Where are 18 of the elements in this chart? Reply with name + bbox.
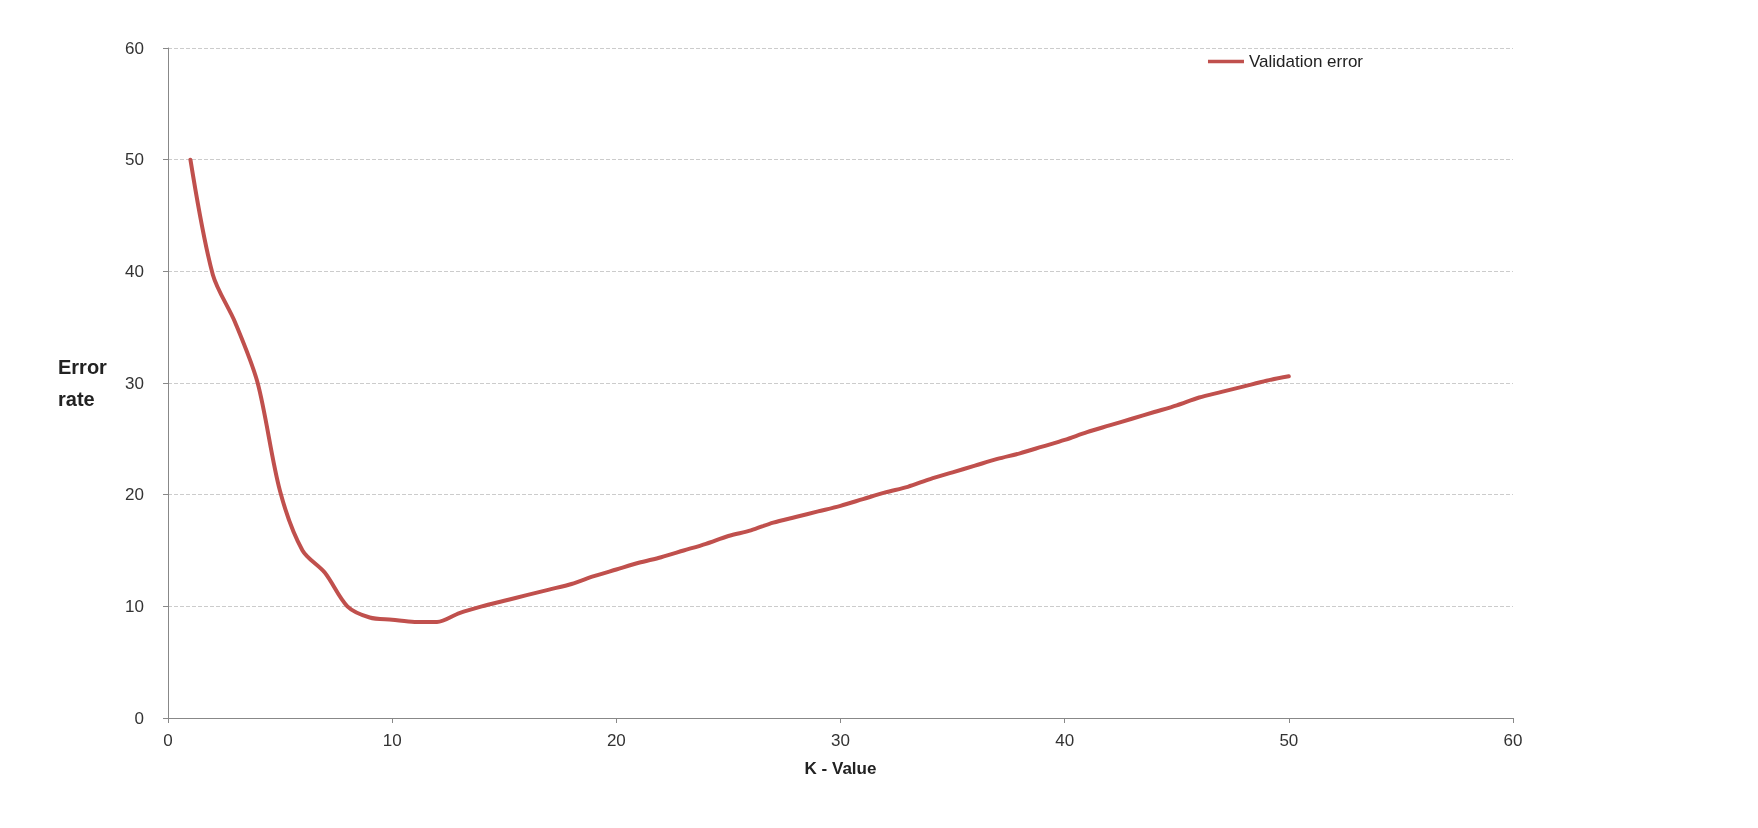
x-tick-label: 30 xyxy=(831,731,850,750)
y-tick-label: 40 xyxy=(125,261,144,281)
y-tick-label: 60 xyxy=(125,38,144,58)
y-tick-label: 20 xyxy=(125,485,144,505)
y-tick-label: 10 xyxy=(125,596,144,616)
y-tick-label: 0 xyxy=(134,708,144,728)
y-tick-label: 50 xyxy=(125,150,144,170)
legend-label: Validation error xyxy=(1248,52,1364,71)
x-tick-label: 20 xyxy=(606,731,626,750)
y-tick-label: 30 xyxy=(125,373,144,393)
x-tick-label: 60 xyxy=(1503,731,1523,750)
x-tick-label: 10 xyxy=(382,731,402,750)
x-tick-label: 40 xyxy=(1055,731,1075,750)
y-axis-title: Error rate xyxy=(58,356,108,410)
x-tick-label: 0 xyxy=(163,731,173,750)
x-axis-title: K - Value xyxy=(804,759,877,778)
line-series xyxy=(188,157,1291,624)
x-tick-label: 50 xyxy=(1279,731,1299,750)
